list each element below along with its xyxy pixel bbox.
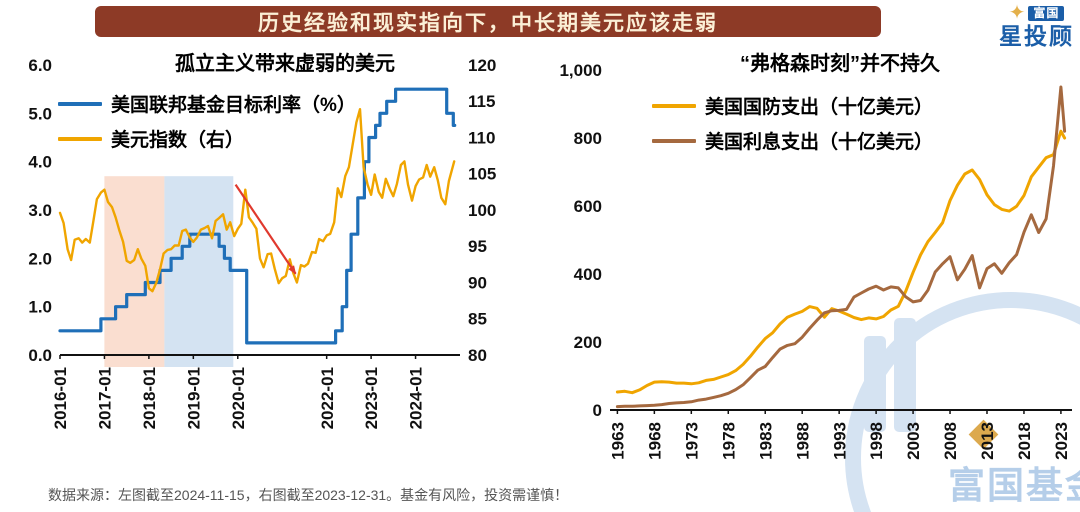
y-tick-label: 4.0 [28, 153, 52, 172]
x-tick-label: 1963 [609, 422, 628, 460]
fed-funds-target-rate [58, 87, 457, 345]
star-icon: ✦ [1008, 2, 1026, 24]
y-tick-label: 800 [574, 129, 602, 148]
watermark-bar [864, 336, 886, 432]
left-chart-title: 孤立主义带来虚弱的美元 [175, 53, 395, 75]
x-tick-label: 1998 [867, 422, 886, 460]
brand-logo-top: ✦ 富国 [999, 3, 1074, 24]
y-tick-label: 85 [468, 310, 487, 329]
x-tick-label: 1988 [793, 422, 812, 460]
right-chart-legend: 美国国防支出（十亿美元） 美国利息支出（十亿美元） [652, 88, 933, 158]
x-tick-label: 2018 [1015, 422, 1034, 460]
y-tick-label: 115 [468, 92, 495, 111]
x-tick-label: 2024-01 [407, 367, 426, 429]
right-chart-title: “弗格森时刻”并不持久 [740, 53, 940, 75]
x-tick-label: 2013 [978, 422, 997, 460]
legend-label-dollar-index: 美元指数（右） [111, 130, 245, 151]
y-tick-label: 95 [468, 237, 487, 256]
brand-logo: ✦ 富国 星投顾 [999, 3, 1074, 49]
left-chart-canvas: 2016-01 2017-01 2018-01 2019-01 2020-01 2022-… [28, 56, 496, 429]
dollar-index [58, 108, 456, 293]
y-tick-label: 400 [574, 265, 602, 284]
legend-label-fed-rate: 美国联邦基金目标利率（%） [111, 95, 356, 116]
y-tick-label: 600 [574, 197, 602, 216]
x-tick-label: 2023 [1052, 422, 1071, 460]
right-chart-canvas: 1963 1968 1973 1978 1983 1988 1993 1998 2003 2008… [559, 61, 1072, 460]
x-tick-label: 2008 [941, 422, 960, 460]
legend-label-interest: 美国利息支出（十亿美元） [705, 132, 934, 153]
watermark-text: 富国基金 [948, 465, 1080, 506]
y-tick-label: 110 [468, 129, 495, 148]
dollar-index-swatch [58, 136, 102, 141]
x-tick-label: 2020-01 [229, 367, 248, 429]
brand-badge: 富国 [1028, 6, 1065, 21]
us-interest-expense [615, 85, 1067, 409]
watermark-bar [894, 318, 916, 432]
x-tick-label: 1978 [719, 422, 738, 460]
legend-item-interest: 美国利息支出（十亿美元） [652, 123, 933, 158]
y-tick-label: 5.0 [28, 104, 52, 123]
y-tick-label: 105 [468, 165, 496, 184]
y-tick-label: 90 [468, 273, 487, 292]
left-chart-legend: 美国联邦基金目标利率（%） 美元指数（右） [58, 86, 356, 156]
shaded-region [104, 176, 165, 367]
y-tick-label: 120 [468, 56, 496, 75]
defense-swatch [652, 103, 696, 108]
x-tick-label: 2018-01 [140, 367, 159, 429]
legend-label-defense: 美国国防支出（十亿美元） [705, 97, 934, 118]
page-title: 历史经验和现实指向下，中长期美元应该走弱 [258, 11, 718, 35]
y-tick-label: 100 [468, 201, 496, 220]
data-source-note: 数据来源：左图截至2024-11-15，右图截至2023-12-31。基金有风险… [48, 487, 569, 503]
title-banner: 历史经验和现实指向下，中长期美元应该走弱 [95, 6, 881, 37]
x-tick-label: 2016-01 [51, 367, 70, 429]
y-tick-label: 200 [574, 333, 602, 352]
brand-name: 星投顾 [999, 23, 1074, 49]
fed-rate-swatch [58, 101, 102, 106]
legend-item-dollar-index: 美元指数（右） [58, 121, 356, 156]
x-tick-label: 2022-01 [318, 367, 337, 429]
shaded-region [164, 176, 234, 367]
x-tick-label: 2003 [904, 422, 923, 460]
y-tick-label: 1.0 [28, 298, 52, 317]
x-tick-label: 2023-01 [362, 367, 381, 429]
y-tick-label: 0.0 [28, 346, 52, 365]
y-tick-label: 1,000 [559, 61, 602, 80]
legend-item-defense: 美国国防支出（十亿美元） [652, 88, 933, 123]
y-tick-label: 3.0 [28, 201, 52, 220]
legend-item-fed-rate: 美国联邦基金目标利率（%） [58, 86, 356, 121]
x-tick-label: 2017-01 [96, 367, 115, 429]
interest-swatch [652, 138, 696, 143]
y-tick-label: 2.0 [28, 249, 52, 268]
us-defense-spending [615, 129, 1067, 395]
trend-arrow [234, 183, 297, 275]
x-tick-label: 1973 [682, 422, 701, 460]
x-tick-label: 2019-01 [184, 367, 203, 429]
x-tick-label: 1983 [756, 422, 775, 460]
y-tick-label: 0 [593, 401, 602, 420]
y-tick-label: 6.0 [28, 56, 52, 75]
y-tick-label: 80 [468, 346, 487, 365]
x-tick-label: 1993 [830, 422, 849, 460]
x-tick-label: 1968 [645, 422, 664, 460]
